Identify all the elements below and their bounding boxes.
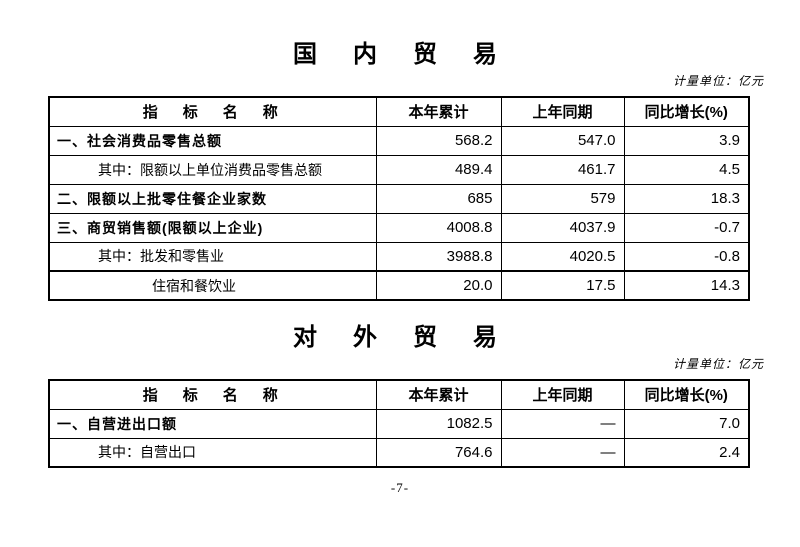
unit-note: 计量单位：亿元 xyxy=(672,357,764,371)
current-value: 4008.8 xyxy=(375,212,502,243)
current-value: 3988.8 xyxy=(375,241,502,272)
prior-value: 547.0 xyxy=(500,125,625,156)
domestic-trade-table: 指 标 名 称 本年累计 上年同期 同比增长(%) 一、社会消费品零售总额 56… xyxy=(48,96,750,301)
prior-value: 579 xyxy=(500,183,625,214)
growth-value: -0.7 xyxy=(623,212,750,243)
table-header-row: 指 标 名 称 本年累计 上年同期 同比增长(%) xyxy=(48,96,750,127)
indicator-label: 住宿和餐饮业 xyxy=(48,270,377,301)
column-header-prior: 上年同期 xyxy=(500,379,625,410)
prior-value: 17.5 xyxy=(500,270,625,301)
column-header-indicator: 指 标 名 称 xyxy=(48,96,377,127)
column-header-current: 本年累计 xyxy=(375,379,502,410)
column-header-current: 本年累计 xyxy=(375,96,502,127)
current-value: 1082.5 xyxy=(375,408,502,439)
prior-value: 4037.9 xyxy=(500,212,625,243)
table-row: 二、限额以上批零住餐企业家数 685 579 18.3 xyxy=(48,183,750,214)
table-row: 一、社会消费品零售总额 568.2 547.0 3.9 xyxy=(48,125,750,156)
indicator-label: 其中：限额以上单位消费品零售总额 xyxy=(48,154,377,185)
table-row: 三、商贸销售额(限额以上企业) 4008.8 4037.9 -0.7 xyxy=(48,212,750,243)
prior-value: — xyxy=(500,408,625,439)
growth-value: -0.8 xyxy=(623,241,750,272)
table-header-row: 指 标 名 称 本年累计 上年同期 同比增长(%) xyxy=(48,379,750,410)
current-value: 489.4 xyxy=(375,154,502,185)
indicator-label: 一、自营进出口额 xyxy=(48,408,377,439)
unit-note: 计量单位：亿元 xyxy=(672,74,764,88)
growth-value: 4.5 xyxy=(623,154,750,185)
foreign-trade-table: 指 标 名 称 本年累计 上年同期 同比增长(%) 一、自营进出口额 1082.… xyxy=(48,379,750,468)
table-row: 其中：自营出口 764.6 — 2.4 xyxy=(48,437,750,468)
prior-value: 461.7 xyxy=(500,154,625,185)
page-title: 国 内 贸 易 xyxy=(293,41,503,68)
indicator-label: 一、社会消费品零售总额 xyxy=(48,125,377,156)
page-number: -7- xyxy=(390,480,410,495)
current-value: 685 xyxy=(375,183,502,214)
indicator-label: 二、限额以上批零住餐企业家数 xyxy=(48,183,377,214)
table-row: 其中：限额以上单位消费品零售总额 489.4 461.7 4.5 xyxy=(48,154,750,185)
indicator-label: 其中：自营出口 xyxy=(48,437,377,468)
indicator-label: 其中：批发和零售业 xyxy=(48,241,377,272)
indicator-label: 三、商贸销售额(限额以上企业) xyxy=(48,212,377,243)
prior-value: 4020.5 xyxy=(500,241,625,272)
prior-value: — xyxy=(500,437,625,468)
growth-value: 7.0 xyxy=(623,408,750,439)
current-value: 20.0 xyxy=(375,270,502,301)
growth-value: 14.3 xyxy=(623,270,750,301)
table-row: 其中：批发和零售业 3988.8 4020.5 -0.8 xyxy=(48,241,750,272)
current-value: 764.6 xyxy=(375,437,502,468)
growth-value: 18.3 xyxy=(623,183,750,214)
column-header-prior: 上年同期 xyxy=(500,96,625,127)
table-row: 住宿和餐饮业 20.0 17.5 14.3 xyxy=(48,270,750,301)
section-domestic-trade: 国 内 贸 易 计量单位：亿元 指 标 名 称 本年累计 上年同期 同比增长(%… xyxy=(48,0,763,301)
page-title: 对 外 贸 易 xyxy=(293,324,503,351)
section-foreign-trade: 对 外 贸 易 计量单位：亿元 指 标 名 称 本年累计 上年同期 同比增长(%… xyxy=(48,301,763,468)
growth-value: 3.9 xyxy=(623,125,750,156)
column-header-growth: 同比增长(%) xyxy=(623,96,750,127)
column-header-indicator: 指 标 名 称 xyxy=(48,379,377,410)
column-header-growth: 同比增长(%) xyxy=(623,379,750,410)
growth-value: 2.4 xyxy=(623,437,750,468)
table-row: 一、自营进出口额 1082.5 — 7.0 xyxy=(48,408,750,439)
current-value: 568.2 xyxy=(375,125,502,156)
